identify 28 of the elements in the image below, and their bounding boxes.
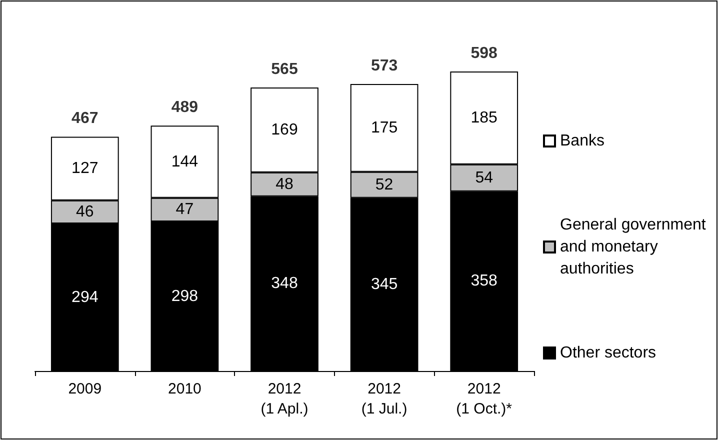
data-label: 144: [171, 153, 198, 170]
data-label: 345: [370, 276, 398, 293]
data-label: 169: [271, 121, 298, 138]
total-label: 467: [72, 110, 98, 128]
total-label: 598: [470, 45, 498, 62]
data-label: 175: [370, 119, 398, 136]
total-label: 489: [171, 99, 198, 116]
data-label: 54: [475, 169, 494, 186]
x-tick-label: 2012 (1 Apl.): [260, 380, 308, 418]
data-label: 294: [72, 288, 98, 306]
total-label: 565: [271, 61, 298, 78]
legend-label: General government and monetary authorities: [560, 216, 710, 278]
data-label: 48: [276, 176, 294, 193]
data-label: 348: [271, 275, 298, 292]
data-label: 46: [76, 203, 94, 220]
x-tick-label: 2012 (1 Jul.): [361, 380, 408, 418]
data-label: 52: [375, 176, 394, 194]
data-label: 127: [72, 160, 98, 178]
legend-label: Other sectors: [560, 344, 656, 362]
data-label: 185: [470, 109, 498, 126]
data-label: 298: [171, 288, 198, 305]
x-tick-label: 2012 (1 Oct.)*: [456, 380, 512, 418]
data-label: 358: [470, 272, 498, 290]
x-tick-label: 2009: [68, 380, 102, 398]
data-label: 47: [176, 201, 194, 218]
legend-label: Banks: [560, 132, 604, 150]
total-label: 573: [370, 58, 398, 75]
x-tick-label: 2010: [168, 380, 202, 398]
